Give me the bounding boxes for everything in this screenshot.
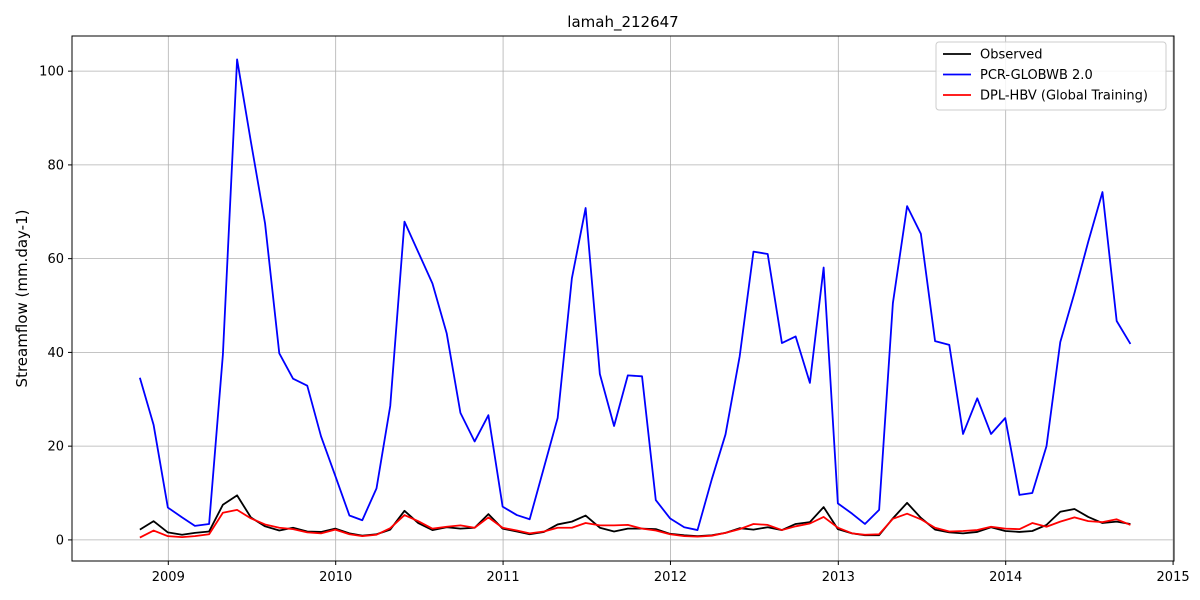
y-axis-label: Streamflow (mm.day-1) [13,210,31,388]
x-tick-label: 2011 [487,570,520,585]
y-tick-label: 60 [47,252,64,267]
plot-area-frame [71,35,1175,562]
x-tick-label: 2010 [319,570,352,585]
series-line-2 [139,58,1132,531]
series-lines [139,58,1132,539]
x-tick-label: 2012 [654,570,687,585]
y-tick-label: 100 [39,65,64,80]
legend-label: DPL-HBV (Global Training) [980,89,1148,104]
legend: Observed PCR-GLOBWB 2.0 DPL-HBV (Global Tr… [935,41,1167,111]
y-tick-label: 20 [47,440,64,455]
series-line-1 [139,494,1131,538]
y-tick-label: 80 [47,158,64,173]
legend-label: PCR-GLOBWB 2.0 [980,68,1093,83]
x-tick-label: 2013 [822,570,855,585]
legend-box [935,41,1167,111]
chart-title: lamah_212647 [567,13,678,32]
y-tick-label: 0 [56,533,64,548]
grid [72,36,1174,561]
y-tick-label: 40 [47,346,64,361]
x-tick-label: 2015 [1157,570,1190,585]
x-tick-label: 2009 [152,570,185,585]
axis-ticks: 2009 2010 2011 2012 2013 2014 2015 0 20 40 60 80 100 [39,65,1189,585]
legend-label: Observed [980,48,1043,63]
x-tick-label: 2014 [989,570,1022,585]
series-line-3 [139,509,1131,539]
